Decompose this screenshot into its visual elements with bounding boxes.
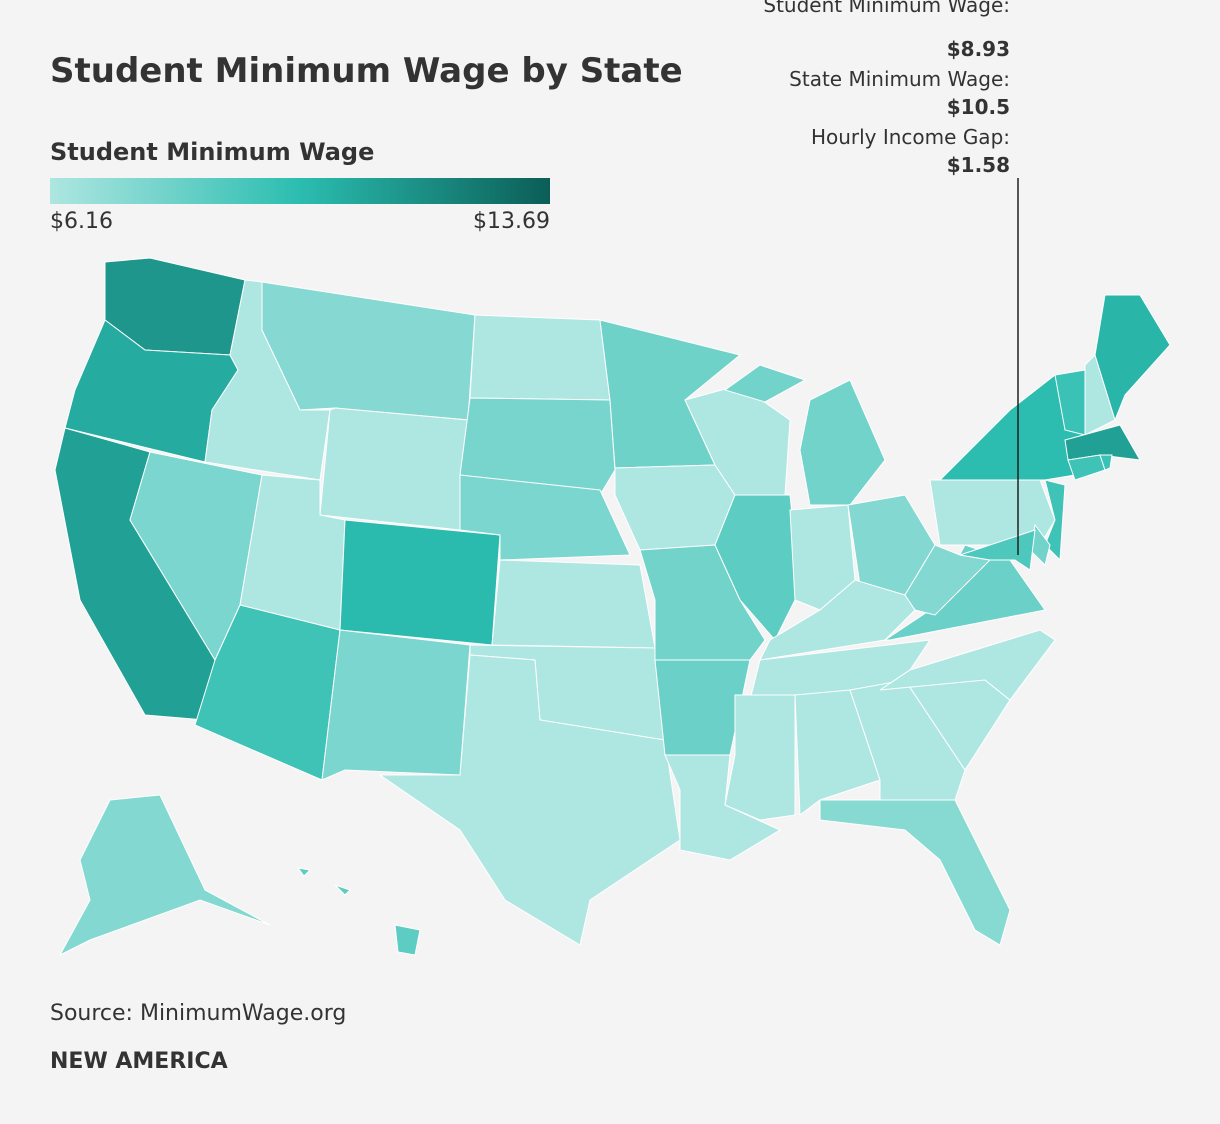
map (54, 257, 1171, 957)
state (459, 397, 616, 496)
state (319, 407, 469, 531)
state (959, 529, 1036, 571)
legend-title: Student Minimum Wage (50, 138, 374, 166)
tooltip-label: Hourly Income Gap: (811, 125, 1010, 149)
tooltip-value: $8.93 (947, 37, 1010, 61)
legend-bar (50, 178, 550, 204)
tooltip-label: State Minimum Wage: (789, 67, 1010, 91)
state (339, 519, 501, 646)
state (194, 604, 341, 781)
legend-min: $6.16 (50, 209, 113, 234)
tooltip-value: $10.5 (947, 95, 1010, 119)
state (1094, 294, 1171, 422)
state (378, 654, 681, 946)
state (58, 794, 271, 957)
brand: NEW AMERICA (50, 1049, 228, 1074)
state (321, 629, 471, 781)
chart-title: Student Minimum Wage by State (50, 51, 683, 91)
state (819, 799, 1011, 946)
state (614, 464, 736, 551)
state (469, 314, 611, 401)
state (724, 694, 796, 821)
state (1099, 454, 1113, 471)
state (664, 754, 782, 861)
legend-max: $13.69 (473, 209, 550, 234)
state (879, 629, 1056, 701)
state (794, 689, 881, 816)
state (491, 559, 656, 649)
tooltip: Student Minimum Wage: $8.93 State Minimum … (763, 0, 1010, 177)
state (296, 867, 421, 956)
source: Source: MinimumWage.org (50, 1001, 346, 1026)
state (1044, 479, 1066, 562)
tooltip-value: $1.58 (947, 153, 1010, 177)
tooltip-label: Student Minimum Wage: (763, 0, 1010, 17)
state (1067, 454, 1106, 481)
state (1064, 424, 1141, 461)
